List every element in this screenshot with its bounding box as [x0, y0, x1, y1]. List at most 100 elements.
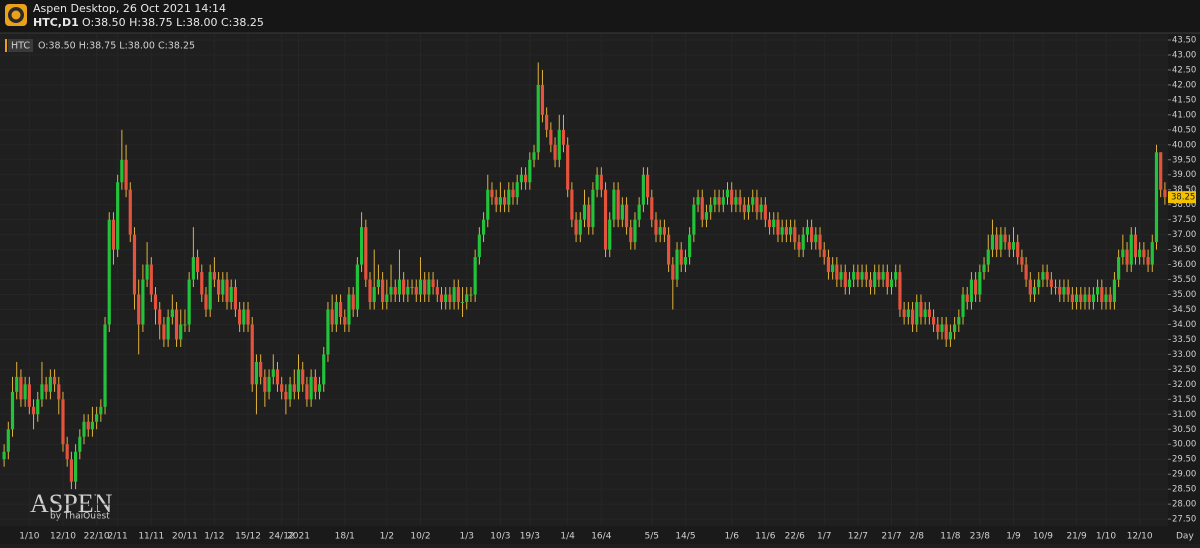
candle-body	[624, 204, 629, 228]
candle-body	[839, 272, 843, 280]
candle-body	[292, 384, 296, 392]
candle-body	[730, 189, 734, 205]
candle-body	[1007, 242, 1011, 250]
candle-body	[545, 114, 549, 130]
y-tick-label: 33.00	[1172, 350, 1196, 360]
y-tick-label: 29.00	[1172, 470, 1196, 480]
candle-body	[927, 309, 931, 317]
candle-body	[1121, 249, 1125, 258]
candle-body	[1125, 249, 1129, 265]
candle-body	[254, 361, 259, 385]
x-tick-label: 21/7	[881, 532, 901, 542]
candle-body	[957, 316, 961, 325]
candle-body	[953, 324, 957, 332]
x-tick-label: 12/10	[50, 532, 76, 542]
legend-box	[8, 39, 33, 52]
candle-body	[608, 219, 612, 250]
candle-body	[158, 309, 162, 325]
candle-body	[347, 294, 351, 325]
candle-body	[36, 399, 40, 415]
candle-body	[772, 219, 776, 228]
y-tick-label: 37.00	[1172, 230, 1196, 240]
candle-body	[683, 257, 688, 265]
candle-body	[742, 204, 746, 213]
candle-body	[402, 279, 406, 295]
y-tick-label: 39.00	[1172, 170, 1196, 180]
candle-body	[389, 287, 393, 295]
candle-body	[763, 204, 767, 220]
candle-body	[969, 279, 974, 303]
candle-body	[944, 324, 948, 340]
x-tick-label: 1/4	[560, 532, 575, 542]
candle-body	[1117, 257, 1121, 280]
candle-body	[145, 264, 149, 280]
candle-body	[229, 287, 233, 303]
candle-body	[767, 219, 772, 228]
candle-body	[465, 294, 469, 303]
y-tick-label: 32.50	[1172, 365, 1196, 375]
x-tick-label: 2021	[287, 532, 310, 542]
x-tick-label: 14/5	[675, 532, 695, 542]
candle-body	[641, 174, 645, 205]
candle-body	[1066, 287, 1070, 295]
x-tick-label: 1/12	[204, 532, 224, 542]
candle-body	[149, 264, 153, 295]
candle-body	[868, 279, 873, 288]
app-icon	[5, 4, 27, 26]
x-tick-label: 10/3	[490, 532, 510, 542]
candle-body	[267, 376, 271, 392]
candle-body	[961, 294, 965, 317]
candle-body	[713, 197, 717, 205]
candle-body	[1079, 294, 1083, 303]
candle-body	[233, 287, 238, 310]
candle-body	[40, 384, 44, 400]
candle-body	[414, 287, 418, 295]
candle-body	[1011, 242, 1016, 250]
candle-body	[1133, 234, 1138, 258]
candle-body	[481, 219, 486, 235]
candle-body	[364, 227, 368, 280]
candle-body	[435, 287, 439, 295]
candle-body	[578, 219, 582, 235]
candle-body	[637, 204, 641, 220]
candle-body	[242, 309, 246, 325]
candle-body	[195, 257, 200, 273]
candle-body	[814, 234, 818, 243]
candle-body	[826, 257, 831, 273]
candle-body	[519, 174, 524, 183]
candle-body	[1146, 257, 1150, 265]
candle-body	[549, 129, 553, 145]
x-tick-label: 1/7	[817, 532, 831, 542]
x-unit: Day	[1176, 532, 1194, 542]
y-tick-label: 43.50	[1172, 35, 1196, 45]
candle-body	[915, 302, 919, 325]
candle-body	[1032, 287, 1037, 295]
candle-body	[86, 421, 90, 430]
candle-body	[974, 279, 978, 295]
candle-body	[940, 324, 944, 332]
y-tick-label: 28.00	[1172, 500, 1196, 510]
candle-body	[385, 294, 389, 303]
candle-body	[906, 309, 910, 317]
candle-body	[603, 189, 608, 250]
y-tick-label: 37.50	[1172, 215, 1196, 225]
candle-body	[801, 234, 805, 250]
candle-body	[692, 204, 696, 235]
candle-body	[658, 227, 662, 235]
candle-body	[797, 242, 801, 250]
candle-body	[776, 219, 780, 235]
candle-body	[873, 272, 877, 288]
candle-body	[999, 234, 1003, 250]
candle-body	[1028, 279, 1032, 295]
candle-body	[1058, 287, 1062, 295]
x-tick-label: 11/11	[138, 532, 164, 542]
y-tick-label: 27.50	[1172, 515, 1196, 525]
candle-body	[444, 294, 448, 303]
candle-body	[524, 174, 528, 183]
candle-body	[931, 316, 936, 325]
candle-body	[322, 354, 326, 385]
candle-body	[338, 302, 343, 317]
candle-body	[696, 197, 700, 205]
candle-body	[52, 376, 57, 385]
